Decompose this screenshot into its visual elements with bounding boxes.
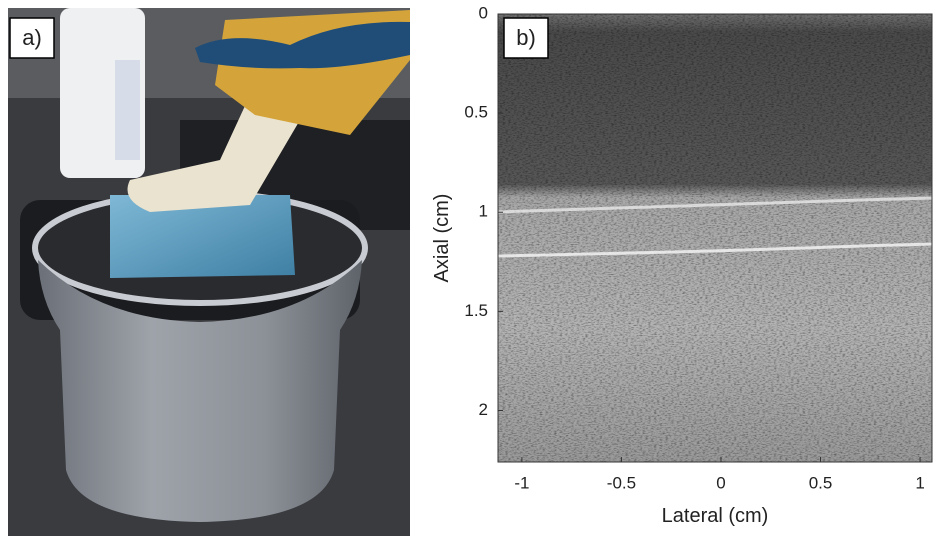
y-tick-label: 2 bbox=[479, 400, 488, 419]
y-tick-label: 0.5 bbox=[464, 103, 488, 122]
panel-label: b) bbox=[516, 25, 536, 50]
x-tick-label: 1 bbox=[915, 473, 924, 492]
ultrasound-image bbox=[498, 14, 932, 462]
y-tick-label: 0 bbox=[479, 3, 488, 22]
x-tick-label: -0.5 bbox=[607, 473, 636, 492]
y-tick-label: 1.5 bbox=[464, 301, 488, 320]
x-tick-label: -1 bbox=[514, 473, 529, 492]
x-tick-label: 0 bbox=[716, 473, 725, 492]
x-tick-label: 0.5 bbox=[809, 473, 833, 492]
photo bbox=[8, 8, 410, 536]
x-axis-label: Lateral (cm) bbox=[662, 505, 769, 527]
figure: a) b) Lateral (cm) Axial (cm) -1 -0.5 0 0.5… bbox=[0, 0, 948, 544]
y-axis-label: Axial (cm) bbox=[431, 194, 453, 283]
panel-label: a) bbox=[22, 25, 42, 50]
y-tick-label: 1 bbox=[479, 202, 488, 221]
